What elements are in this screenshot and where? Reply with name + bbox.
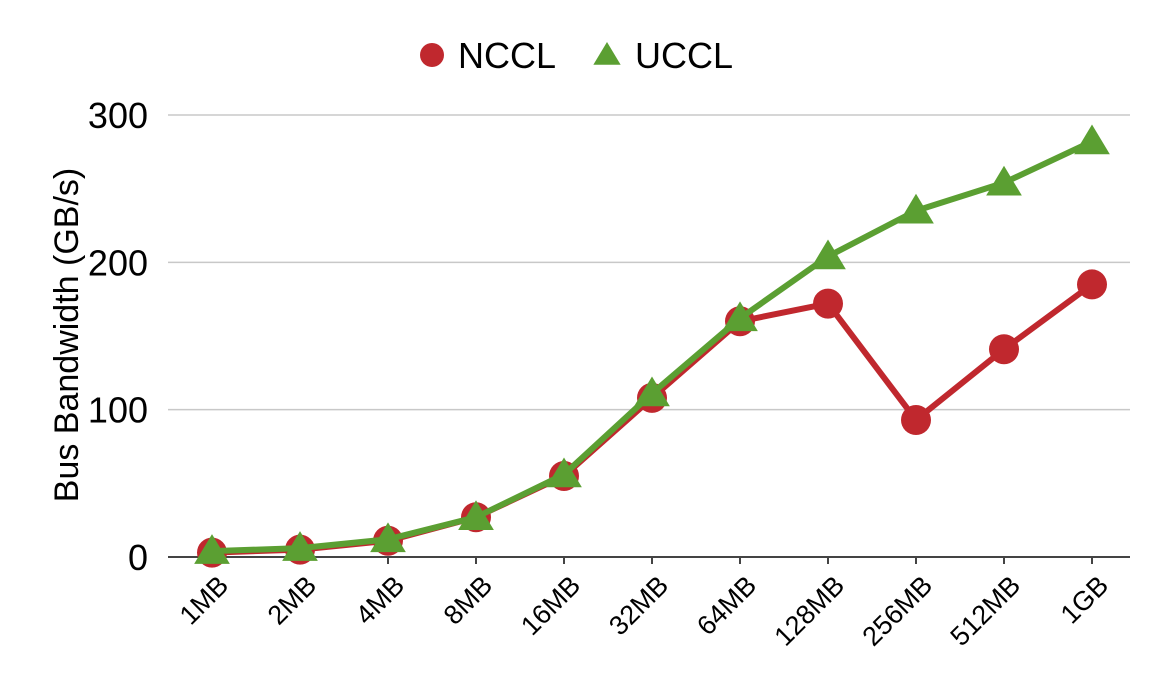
series-line xyxy=(211,138,1094,555)
legend-label: UCCL xyxy=(635,35,733,76)
series-uccl xyxy=(194,124,1110,564)
data-point xyxy=(370,522,406,553)
data-point xyxy=(1077,269,1107,300)
series xyxy=(194,124,1110,568)
data-point xyxy=(194,534,230,564)
legend-marker-triangle xyxy=(593,42,621,65)
data-point xyxy=(810,239,846,270)
x-tick-label: 16MB xyxy=(515,570,586,641)
data-point xyxy=(986,165,1022,196)
data-point xyxy=(901,404,931,435)
data-point xyxy=(1074,124,1110,155)
x-tick-label: 512MB xyxy=(945,570,1027,652)
data-point xyxy=(989,334,1019,365)
x-tick-label: 8MB xyxy=(438,570,498,630)
data-point xyxy=(722,301,758,332)
legend-label: NCCL xyxy=(458,35,556,76)
x-tick-label: 128MB xyxy=(769,570,851,652)
data-point xyxy=(898,193,934,224)
data-point xyxy=(546,457,582,488)
y-tick-label: 100 xyxy=(88,390,148,431)
x-tick-label: 1GB xyxy=(1055,570,1114,629)
y-tick-label: 200 xyxy=(88,242,148,283)
x-tick-label: 1MB xyxy=(174,570,234,630)
x-tick-label: 2MB xyxy=(262,570,322,630)
legend-marker-circle xyxy=(420,43,444,67)
data-point xyxy=(813,288,843,319)
y-axis-title: Bus Bandwidth (GB/s) xyxy=(48,168,86,502)
series-nccl xyxy=(197,269,1107,568)
legend: NCCL UCCL xyxy=(420,35,733,76)
y-tick-label: 300 xyxy=(88,95,148,136)
y-tick-label: 0 xyxy=(128,537,148,578)
data-point xyxy=(634,376,670,407)
series-line xyxy=(211,282,1094,556)
x-tick-label: 4MB xyxy=(350,570,410,630)
x-tick-label: 256MB xyxy=(857,570,939,652)
x-tick-label: 32MB xyxy=(603,570,674,641)
data-point xyxy=(458,500,494,530)
data-point xyxy=(282,531,318,561)
x-tick-label: 64MB xyxy=(691,570,762,641)
